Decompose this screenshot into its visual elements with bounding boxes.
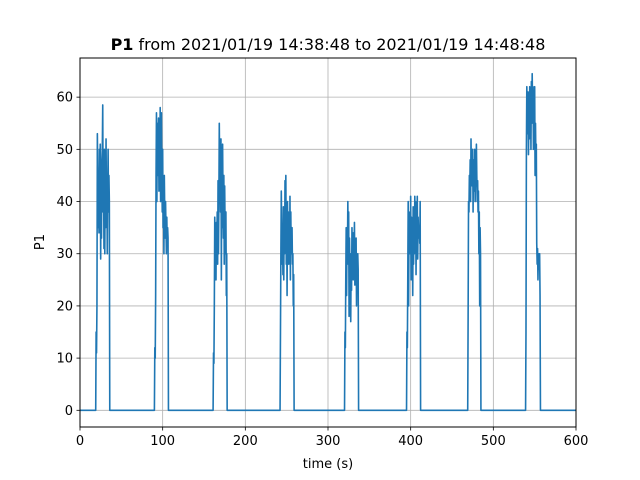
x-tick-label: 0 bbox=[76, 434, 84, 449]
x-axis-label: time (s) bbox=[303, 457, 353, 472]
p1-series-line bbox=[80, 72, 576, 412]
x-tick-label: 600 bbox=[564, 434, 589, 449]
y-tick-label: 10 bbox=[56, 352, 73, 367]
chart-title-rest: from 2021/01/19 14:38:48 to 2021/01/19 1… bbox=[133, 35, 545, 54]
x-tick-label: 500 bbox=[481, 434, 506, 449]
series-group bbox=[80, 72, 576, 412]
y-tick-label: 30 bbox=[56, 247, 73, 262]
chart-title: P1 from 2021/01/19 14:38:48 to 2021/01/1… bbox=[111, 35, 546, 54]
axes-frame bbox=[79, 57, 577, 428]
x-tick-label: 200 bbox=[233, 434, 258, 449]
x-tick-label: 300 bbox=[316, 434, 341, 449]
chart-title-bold: P1 bbox=[111, 35, 134, 54]
x-tick-label: 400 bbox=[398, 434, 423, 449]
y-tick-label: 20 bbox=[56, 299, 73, 314]
x-tick-label: 100 bbox=[150, 434, 175, 449]
y-axis-label: P1 bbox=[33, 234, 48, 250]
y-tick-label: 0 bbox=[65, 404, 73, 419]
y-tick-label: 60 bbox=[56, 91, 73, 106]
axis-ticks: 0 100 200 300 400 500 600 0 10 20 30 40 50 60 bbox=[56, 91, 588, 449]
y-tick-label: 50 bbox=[56, 143, 73, 158]
y-tick-label: 40 bbox=[56, 195, 73, 210]
